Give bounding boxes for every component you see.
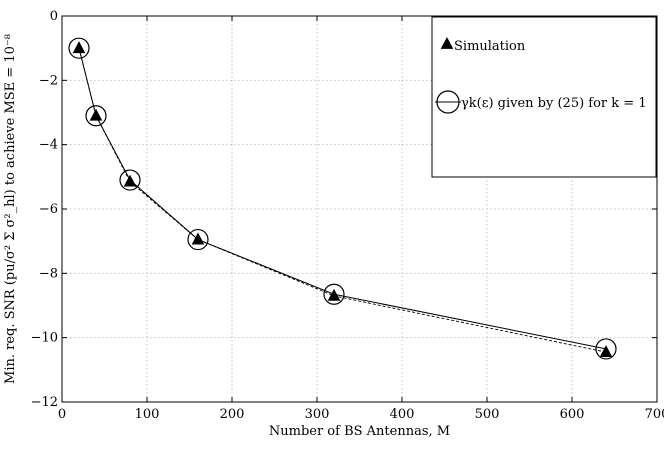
grid	[62, 16, 657, 402]
y-tick-label: −6	[39, 202, 58, 217]
series-line-0	[78, 48, 607, 353]
legend-label-simulation: Simulation	[454, 39, 526, 54]
y-tick-label: −2	[39, 73, 58, 88]
triangle-data-point	[123, 174, 137, 187]
triangle-data-point	[89, 108, 103, 121]
triangle-data-point	[599, 345, 613, 358]
x-tick-label: 0	[58, 407, 66, 422]
circle-data-point	[187, 228, 209, 251]
triangle-data-point	[72, 41, 86, 54]
y-axis-label: Min. req. SNR (pu/σ² Σ σ²_hl) to achieve…	[3, 34, 18, 384]
x-tick-label: 100	[135, 407, 160, 422]
x-tick-label: 300	[305, 407, 330, 422]
x-tick-label: 400	[390, 407, 415, 422]
axis-ticks: 0 100 200 300 400 500 600 700 0 −2 −4 −6 −8 −10 −12	[31, 9, 664, 422]
legend: Simulation γk(ε) given by (25) for k = 1	[431, 16, 657, 178]
circle-data-point	[595, 338, 617, 360]
legend-circle-marker	[436, 90, 460, 114]
circle-data-point	[323, 283, 345, 305]
circle-data-point	[119, 169, 141, 191]
x-tick-label: 600	[560, 407, 585, 422]
series-layer	[68, 37, 617, 360]
legend-label-analytical: γk(ε) given by (25) for k = 1	[461, 96, 647, 111]
legend-box	[431, 16, 657, 178]
circle-data-point	[85, 105, 107, 127]
circle-data-point	[68, 37, 90, 59]
x-tick-label: 500	[475, 407, 500, 422]
legend-triangle-marker	[440, 37, 454, 49]
y-tick-label: 0	[50, 9, 58, 24]
series-line-1	[78, 48, 607, 350]
y-tick-label: −10	[31, 331, 58, 346]
y-tick-label: −4	[39, 138, 58, 153]
x-axis-label: Number of BS Antennas, M	[269, 424, 450, 439]
x-tick-label: 200	[220, 407, 245, 422]
triangle-data-point	[327, 288, 341, 301]
y-tick-label: −8	[39, 266, 58, 281]
x-tick-label: 700	[645, 407, 664, 422]
y-tick-label: −12	[31, 395, 58, 410]
triangle-data-point	[191, 232, 205, 245]
